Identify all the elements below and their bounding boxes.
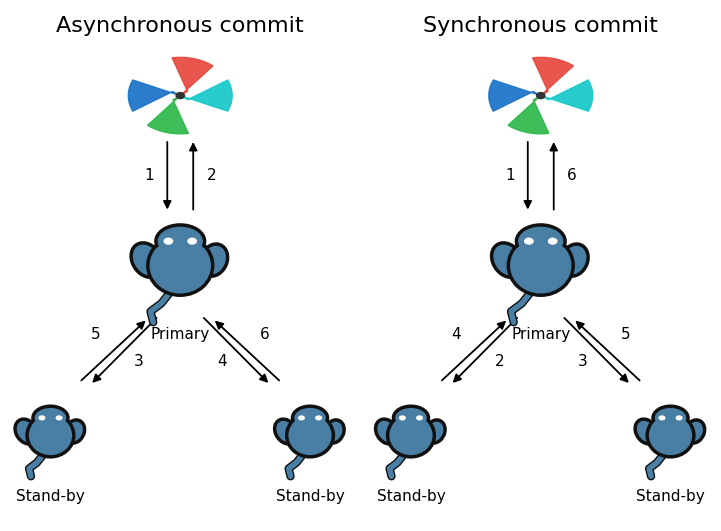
Circle shape: [658, 415, 665, 421]
Circle shape: [399, 415, 406, 421]
Polygon shape: [148, 96, 188, 134]
Ellipse shape: [148, 236, 213, 295]
Polygon shape: [172, 57, 213, 96]
Text: 6: 6: [567, 168, 577, 183]
Circle shape: [298, 415, 305, 421]
Text: 5: 5: [91, 327, 100, 342]
Ellipse shape: [392, 416, 430, 443]
Text: Primary: Primary: [151, 327, 210, 341]
Ellipse shape: [508, 236, 573, 295]
Circle shape: [176, 92, 185, 99]
Polygon shape: [489, 80, 541, 111]
Polygon shape: [533, 57, 573, 96]
Circle shape: [676, 415, 683, 421]
Ellipse shape: [324, 420, 344, 443]
Text: 3: 3: [134, 354, 143, 369]
Text: 2: 2: [206, 168, 216, 183]
Text: Stand-by: Stand-by: [275, 489, 345, 503]
Text: Synchronous commit: Synchronous commit: [423, 16, 658, 36]
Circle shape: [315, 415, 322, 421]
Ellipse shape: [27, 414, 74, 457]
Ellipse shape: [293, 406, 327, 430]
Text: 2: 2: [495, 354, 504, 369]
Ellipse shape: [388, 414, 434, 457]
Text: Stand-by: Stand-by: [16, 489, 85, 503]
Text: Primary: Primary: [511, 327, 570, 341]
Text: 1: 1: [505, 168, 515, 183]
Circle shape: [38, 415, 45, 421]
Ellipse shape: [560, 244, 588, 276]
Ellipse shape: [492, 243, 523, 277]
Ellipse shape: [131, 243, 162, 277]
Polygon shape: [128, 80, 180, 111]
Polygon shape: [508, 96, 549, 134]
Ellipse shape: [15, 419, 37, 444]
Ellipse shape: [154, 238, 208, 276]
Ellipse shape: [287, 414, 333, 457]
Polygon shape: [180, 80, 232, 111]
Text: Stand-by: Stand-by: [636, 489, 705, 503]
Text: Asynchronous commit: Asynchronous commit: [56, 16, 304, 36]
Ellipse shape: [647, 414, 694, 457]
Circle shape: [524, 237, 534, 245]
Circle shape: [536, 92, 545, 99]
Ellipse shape: [685, 420, 704, 443]
Text: 6: 6: [260, 327, 270, 342]
Ellipse shape: [65, 420, 84, 443]
Ellipse shape: [291, 416, 329, 443]
Ellipse shape: [31, 416, 70, 443]
Circle shape: [187, 237, 197, 245]
Ellipse shape: [653, 406, 688, 430]
Ellipse shape: [275, 419, 297, 444]
Ellipse shape: [200, 244, 228, 276]
Text: 3: 3: [578, 354, 587, 369]
Circle shape: [56, 415, 63, 421]
Text: 5: 5: [621, 327, 630, 342]
Circle shape: [164, 237, 173, 245]
Text: 4: 4: [217, 354, 226, 369]
Circle shape: [416, 415, 423, 421]
Ellipse shape: [516, 225, 565, 258]
Polygon shape: [541, 80, 593, 111]
Ellipse shape: [156, 225, 205, 258]
Ellipse shape: [376, 419, 398, 444]
Ellipse shape: [651, 416, 690, 443]
Text: 4: 4: [451, 327, 461, 342]
Text: 1: 1: [144, 168, 154, 183]
Ellipse shape: [33, 406, 68, 430]
Ellipse shape: [425, 420, 445, 443]
Ellipse shape: [635, 419, 658, 444]
Text: Stand-by: Stand-by: [376, 489, 446, 503]
Ellipse shape: [513, 238, 568, 276]
Ellipse shape: [394, 406, 428, 430]
Circle shape: [548, 237, 557, 245]
